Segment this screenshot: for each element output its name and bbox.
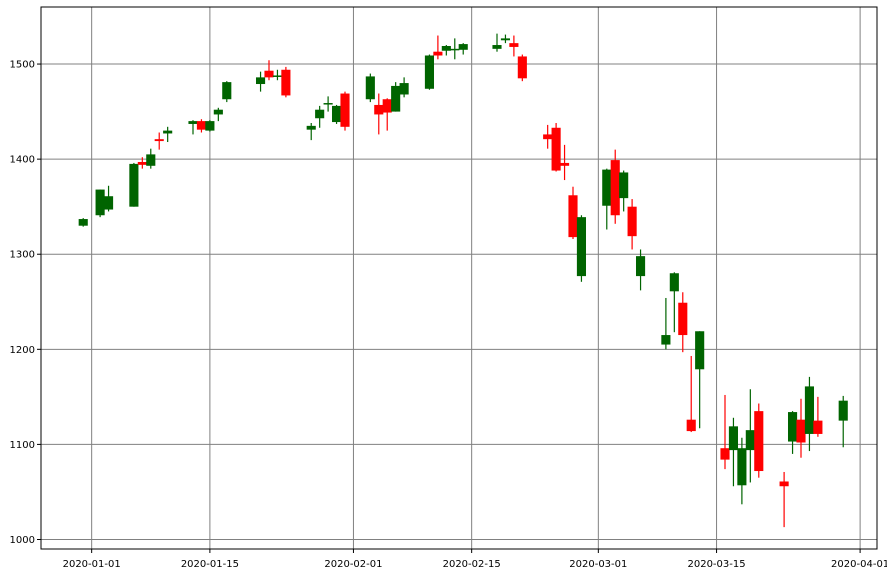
candle-body — [146, 154, 155, 165]
candle-body — [332, 106, 341, 122]
candle-body — [813, 421, 822, 434]
candle-body — [129, 164, 138, 207]
candle-up — [79, 218, 88, 227]
candle-body — [687, 420, 696, 431]
candle-body — [577, 217, 586, 276]
y-tick-label: 1100 — [10, 440, 35, 451]
candle-body — [324, 103, 333, 105]
candle-body — [788, 412, 797, 441]
candle-body — [188, 121, 197, 124]
candle-body — [619, 172, 628, 198]
candle-body — [155, 139, 164, 141]
candle-up — [205, 120, 214, 131]
candle-body — [737, 448, 746, 485]
candle-up — [96, 190, 105, 218]
candle-body — [442, 46, 451, 51]
candle-down — [552, 123, 561, 171]
candle-body — [256, 77, 265, 84]
candle-body — [611, 160, 620, 215]
candle-body — [425, 55, 434, 88]
candle-body — [366, 76, 375, 99]
candle-body — [433, 52, 442, 56]
candle-body — [222, 82, 231, 99]
candle-down — [611, 150, 620, 224]
candle-body — [214, 110, 223, 115]
y-tick-label: 1400 — [10, 155, 35, 166]
candle-body — [273, 75, 282, 77]
candle-body — [796, 420, 805, 443]
candle-body — [391, 86, 400, 112]
y-tick-label: 1300 — [10, 250, 35, 261]
candle-body — [552, 128, 561, 171]
x-tick-label: 2020-03-01 — [569, 559, 627, 570]
candle-body — [746, 430, 755, 450]
candle-body — [636, 256, 645, 276]
candle-down — [754, 404, 763, 478]
candle-body — [492, 45, 501, 49]
candle-body — [205, 121, 214, 131]
candle-down — [340, 92, 349, 131]
candle-body — [568, 195, 577, 237]
y-tick-label: 1200 — [10, 345, 35, 356]
y-tick-label: 1000 — [10, 535, 35, 546]
candle-body — [163, 131, 172, 134]
candle-up — [129, 163, 138, 207]
candle-body — [602, 170, 611, 206]
candle-body — [374, 105, 383, 115]
candle-body — [501, 38, 510, 40]
candle-body — [450, 49, 459, 51]
candle-body — [678, 303, 687, 335]
candle-body — [720, 448, 729, 459]
x-tick-label: 2020-02-15 — [443, 559, 501, 570]
x-tick-label: 2020-01-15 — [181, 559, 239, 570]
candle-up — [577, 215, 586, 282]
candle-down — [281, 67, 290, 97]
candle-body — [197, 121, 206, 130]
candle-body — [729, 426, 738, 450]
candle-up — [425, 55, 434, 90]
candle-body — [780, 481, 789, 486]
candle-down — [518, 55, 527, 82]
candle-body — [264, 71, 273, 78]
candle-body — [518, 56, 527, 78]
candle-body — [695, 331, 704, 369]
x-tick-label: 2020-04-01 — [831, 559, 887, 570]
candle-body — [628, 207, 637, 236]
candle-body — [805, 386, 814, 434]
candle-body — [754, 411, 763, 471]
candle-body — [839, 401, 848, 421]
candle-body — [138, 162, 147, 165]
candle-body — [307, 126, 316, 130]
candle-body — [104, 196, 113, 209]
candle-body — [509, 43, 518, 47]
candle-body — [96, 190, 105, 216]
candle-body — [315, 110, 324, 119]
candle-body — [670, 273, 679, 291]
x-tick-label: 2020-02-01 — [324, 559, 382, 570]
candle-body — [459, 44, 468, 50]
candle-body — [661, 335, 670, 345]
candle-body — [383, 99, 392, 112]
candle-up — [391, 82, 400, 111]
candle-up — [332, 105, 341, 124]
candle-body — [340, 94, 349, 127]
candle-body — [281, 70, 290, 96]
x-tick-label: 2020-03-15 — [687, 559, 745, 570]
candle-body — [560, 163, 569, 166]
y-tick-label: 1500 — [10, 60, 35, 71]
x-tick-label: 2020-01-01 — [63, 559, 121, 570]
candle-body — [543, 134, 552, 139]
candle-up — [222, 81, 231, 102]
candle-up — [366, 74, 375, 103]
candle-body — [400, 83, 409, 94]
candle-body — [79, 219, 88, 226]
